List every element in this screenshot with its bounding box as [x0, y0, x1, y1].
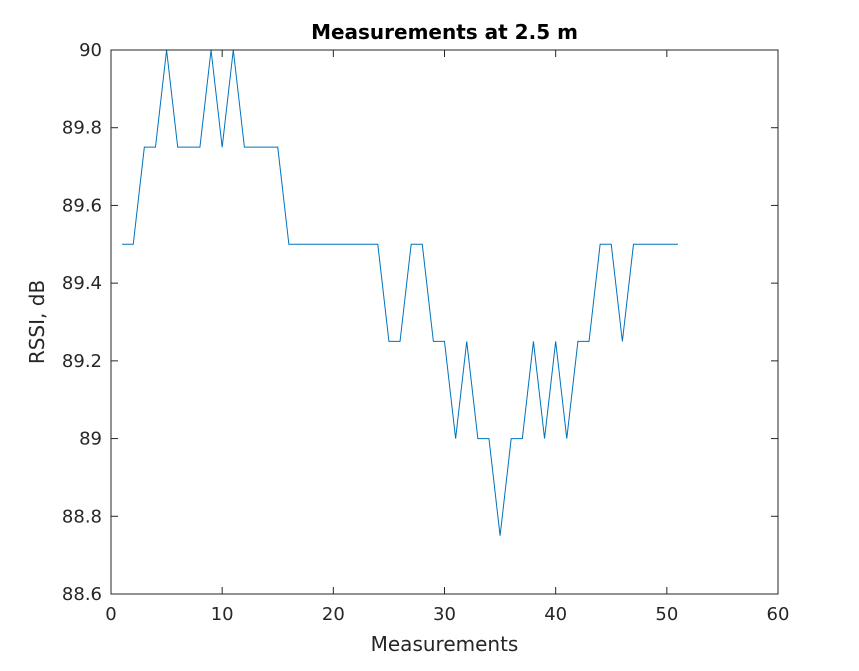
y-tick-label: 88.8 — [62, 506, 102, 527]
x-axis-label: Measurements — [371, 632, 519, 656]
y-tick-label: 89.2 — [62, 351, 102, 372]
y-axis-label: RSSI, dB — [25, 280, 49, 364]
plot-background — [111, 50, 778, 594]
x-tick-label: 0 — [105, 604, 116, 625]
x-tick-label: 60 — [767, 604, 790, 625]
y-tick-label: 89.8 — [62, 118, 102, 139]
y-tick-label: 89 — [79, 429, 102, 450]
x-tick-label: 20 — [322, 604, 345, 625]
axis-tick-labels: 0 10 20 30 40 50 60 88.6 88.8 89 89.2 89.4 89.6 89.8 9… — [62, 40, 790, 625]
y-tick-label: 88.6 — [62, 584, 102, 605]
x-tick-label: 30 — [433, 604, 456, 625]
x-tick-label: 10 — [211, 604, 234, 625]
x-tick-label: 40 — [544, 604, 567, 625]
chart-title: Measurements at 2.5 m — [311, 20, 578, 44]
y-tick-label: 89.4 — [62, 273, 102, 294]
axes-box — [110, 49, 779, 595]
x-tick-label: 50 — [655, 604, 678, 625]
series-line — [122, 49, 678, 536]
y-tick-label: 90 — [79, 40, 102, 61]
plot-lines — [122, 49, 678, 536]
y-tick-label: 89.6 — [62, 195, 102, 216]
